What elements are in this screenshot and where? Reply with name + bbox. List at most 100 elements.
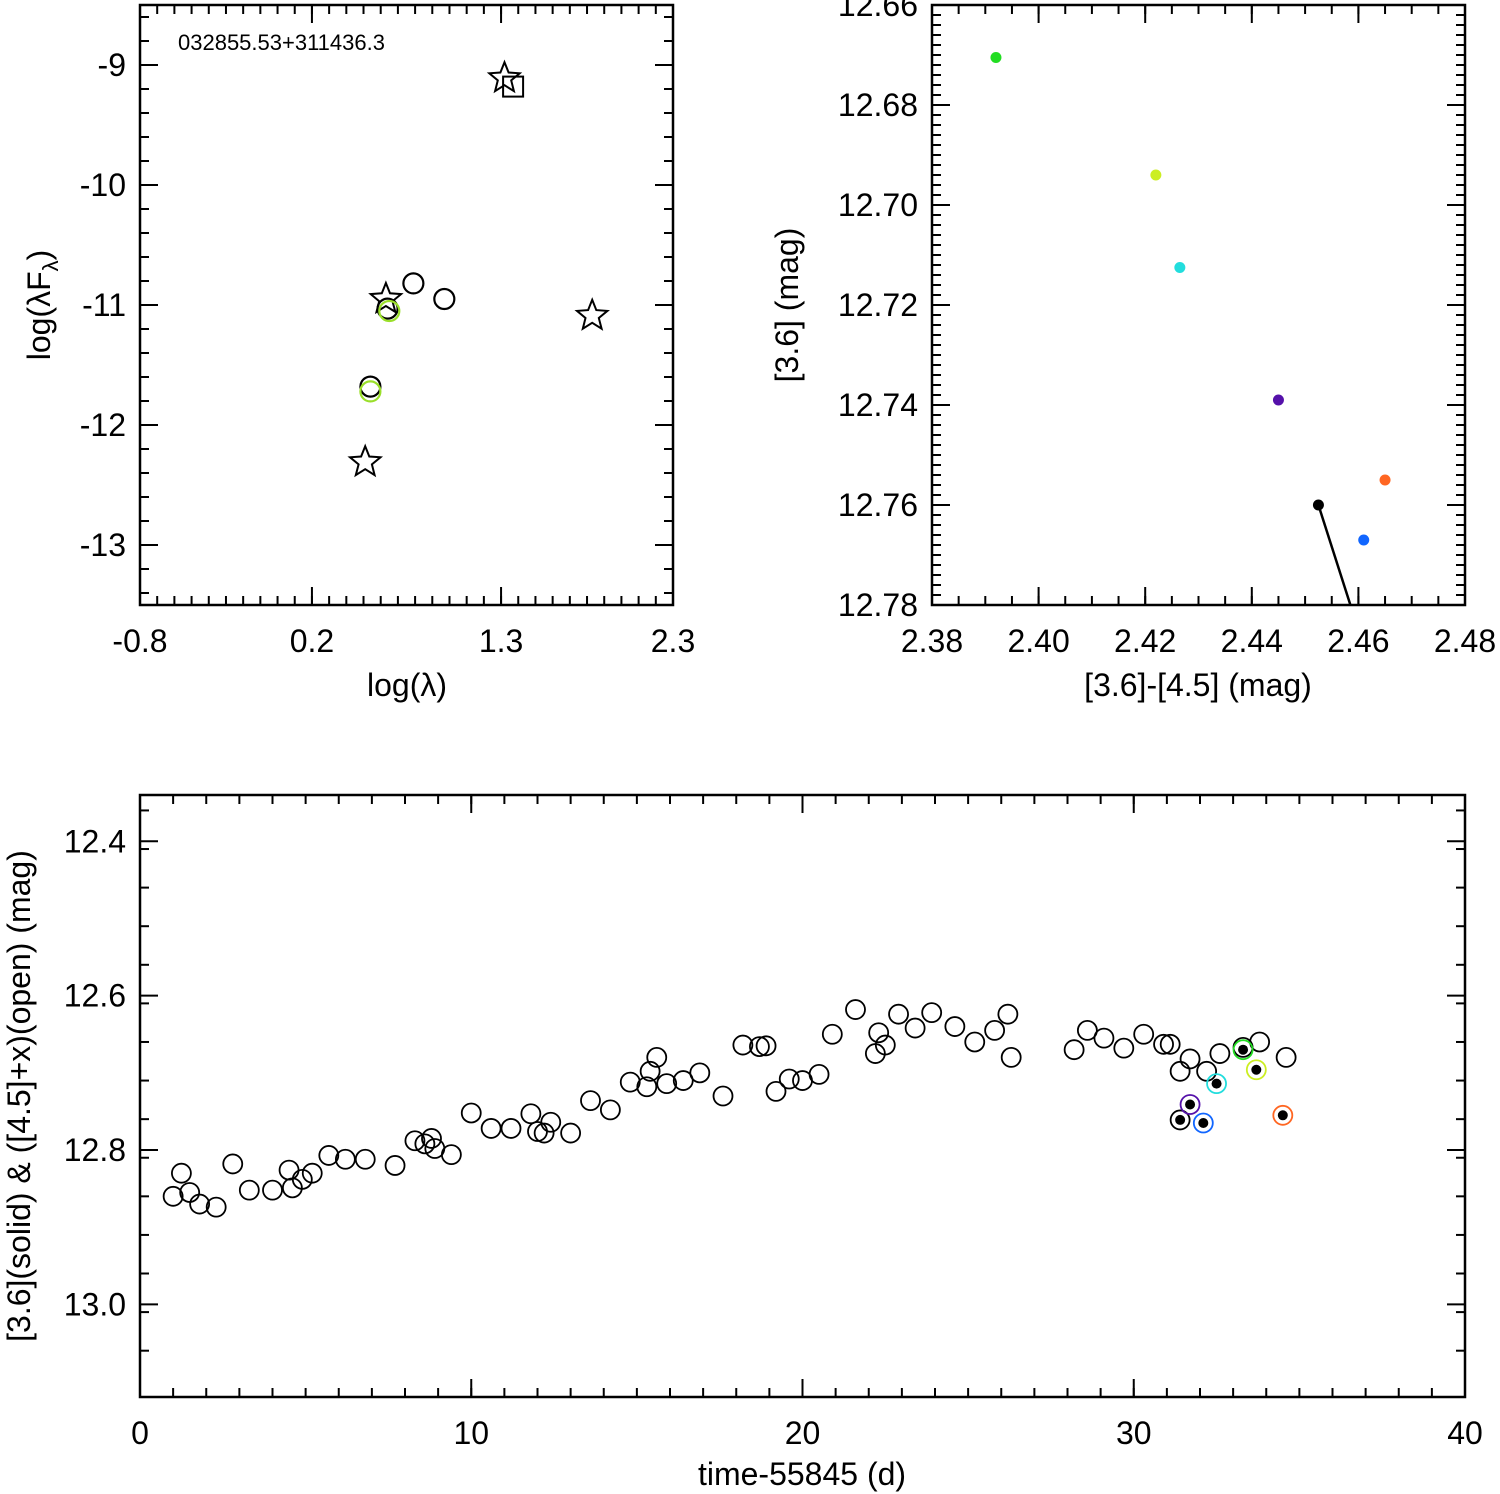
lightcurve-ytick-label: 12.4 bbox=[64, 823, 126, 859]
lightcurve-open-point bbox=[1076, 1019, 1098, 1041]
sed-star-point bbox=[486, 59, 523, 94]
cmd-point bbox=[1379, 474, 1391, 486]
lightcurve-open-point bbox=[755, 1035, 777, 1057]
sed-circle-point bbox=[359, 380, 382, 403]
lightcurve-open-point bbox=[964, 1031, 986, 1053]
sed-panel: -0.8 0.2 1.3 2.3 -13 -12 -11 -10 -9 032855.53+31… bbox=[21, 3, 695, 703]
cmd-plot-frame bbox=[930, 3, 1467, 607]
lightcurve-open-point bbox=[874, 1034, 896, 1056]
lightcurve-colored-ring bbox=[1245, 1059, 1267, 1081]
sed-ylabel-sub: λ bbox=[38, 260, 63, 271]
cmd-xtick-label: 2.48 bbox=[1434, 623, 1496, 659]
cmd-point bbox=[1272, 394, 1284, 406]
lightcurve-open-point bbox=[1169, 1060, 1191, 1082]
cmd-y-axis-title: [3.6] (mag) bbox=[769, 228, 805, 383]
cmd-xtick-label: 2.40 bbox=[1007, 623, 1069, 659]
sed-ytick-label: -9 bbox=[98, 47, 126, 83]
lightcurve-open-point bbox=[179, 1182, 201, 1203]
cmd-ticks: 2.38 2.40 2.42 2.44 2.46 2.48 12.66 12.68 12.70 1… bbox=[838, 0, 1496, 659]
cmd-track-line bbox=[1317, 504, 1352, 606]
lightcurve-open-point bbox=[278, 1159, 300, 1181]
lightcurve-open-point bbox=[580, 1090, 601, 1112]
cmd-ytick-label: 12.72 bbox=[838, 287, 918, 323]
sed-ytick-label: -11 bbox=[82, 287, 126, 323]
lightcurve-open-point bbox=[384, 1155, 406, 1176]
lightcurve-panel: 0 10 20 30 40 12.4 12.6 12.8 13.0 time-55845 (d)… bbox=[1, 793, 1483, 1492]
lightcurve-xtick-label: 30 bbox=[1116, 1415, 1152, 1451]
lightcurve-solid-point bbox=[1198, 1118, 1209, 1129]
lightcurve-open-point bbox=[414, 1133, 436, 1155]
sed-xtick-label: 0.2 bbox=[290, 623, 334, 659]
lightcurve-open-point bbox=[821, 1023, 843, 1045]
cmd-point bbox=[1358, 534, 1370, 546]
lightcurve-open-point bbox=[712, 1085, 734, 1107]
lightcurve-open-point bbox=[354, 1148, 376, 1170]
lightcurve-open-point bbox=[318, 1145, 340, 1166]
lightcurve-open-point bbox=[732, 1034, 754, 1056]
lightcurve-open-point bbox=[1275, 1047, 1297, 1068]
cmd-xtick-label: 2.46 bbox=[1327, 623, 1389, 659]
cmd-xtick-label: 2.42 bbox=[1114, 623, 1176, 659]
lightcurve-open-point bbox=[205, 1196, 227, 1218]
lightcurve-open-point bbox=[646, 1047, 668, 1068]
cmd-ytick-label: 12.68 bbox=[838, 87, 918, 123]
lightcurve-solid-point bbox=[1175, 1114, 1186, 1125]
cmd-point bbox=[1150, 169, 1162, 181]
sed-circle-point bbox=[376, 297, 399, 320]
lightcurve-colored-ring bbox=[1169, 1109, 1191, 1131]
lightcurve-open-point bbox=[262, 1179, 283, 1201]
lightcurve-open-point bbox=[480, 1118, 502, 1139]
sed-ytick-label: -12 bbox=[80, 407, 126, 443]
lightcurve-xtick-label: 40 bbox=[1447, 1415, 1483, 1451]
lightcurve-open-point bbox=[440, 1144, 462, 1166]
sed-xtick-label: 2.3 bbox=[651, 623, 695, 659]
cmd-point bbox=[1174, 262, 1186, 273]
lightcurve-open-point bbox=[238, 1179, 260, 1201]
sed-star-point bbox=[347, 443, 384, 478]
lightcurve-open-point bbox=[944, 1016, 966, 1037]
lightcurve-open-point bbox=[1249, 1031, 1271, 1053]
cmd-ytick-label: 12.70 bbox=[838, 187, 918, 223]
lightcurve-solid-point bbox=[1238, 1044, 1249, 1055]
sed-circle-point bbox=[433, 287, 456, 311]
cmd-ytick-label: 12.66 bbox=[838, 0, 918, 23]
lightcurve-open-point bbox=[1063, 1039, 1085, 1061]
lightcurve-marks bbox=[162, 999, 1297, 1218]
lightcurve-open-point bbox=[533, 1122, 555, 1144]
lightcurve-open-point bbox=[1196, 1060, 1218, 1082]
lightcurve-open-point bbox=[997, 1003, 1019, 1025]
sed-circle-point bbox=[378, 299, 401, 323]
lightcurve-x-axis-title: time-55845 (d) bbox=[698, 1456, 906, 1492]
lightcurve-open-point bbox=[904, 1017, 926, 1039]
lightcurve-open-point bbox=[778, 1068, 800, 1090]
lightcurve-colored-ring bbox=[1179, 1094, 1201, 1115]
cmd-point bbox=[1312, 499, 1324, 511]
sed-xtick-label: 1.3 bbox=[479, 623, 523, 659]
lightcurve-xtick-label: 10 bbox=[453, 1415, 489, 1451]
sed-star-point bbox=[574, 297, 610, 331]
lightcurve-ytick-label: 12.6 bbox=[64, 978, 126, 1014]
lightcurve-open-point bbox=[888, 1003, 909, 1025]
lightcurve-open-point bbox=[619, 1071, 641, 1093]
lightcurve-open-point bbox=[1133, 1023, 1155, 1045]
cmd-xtick-label: 2.44 bbox=[1221, 623, 1283, 659]
lightcurve-open-point bbox=[1179, 1048, 1201, 1070]
lightcurve-open-point bbox=[1209, 1043, 1231, 1064]
sed-square-point bbox=[502, 75, 525, 98]
lightcurve-open-point bbox=[189, 1193, 211, 1215]
sed-star-point bbox=[368, 280, 404, 315]
lightcurve-open-point bbox=[404, 1130, 426, 1152]
lightcurve-ticks: 0 10 20 30 40 12.4 12.6 12.8 13.0 bbox=[64, 795, 1483, 1451]
lightcurve-open-point bbox=[171, 1162, 192, 1184]
lightcurve-open-point bbox=[1093, 1027, 1115, 1049]
lightcurve-solid-point bbox=[1185, 1099, 1196, 1110]
cmd-point bbox=[990, 52, 1002, 63]
lightcurve-solid-point bbox=[1277, 1110, 1288, 1121]
lightcurve-colored-ring bbox=[1272, 1104, 1294, 1126]
lightcurve-open-point bbox=[639, 1060, 661, 1082]
lightcurve-open-point bbox=[527, 1121, 548, 1142]
cmd-panel: 2.38 2.40 2.42 2.44 2.46 2.48 12.66 12.68 12.70 1… bbox=[769, 0, 1496, 703]
lightcurve-plot-frame bbox=[138, 793, 1467, 1399]
sed-ylabel-close: ) bbox=[21, 250, 57, 261]
sed-marks bbox=[347, 59, 610, 478]
